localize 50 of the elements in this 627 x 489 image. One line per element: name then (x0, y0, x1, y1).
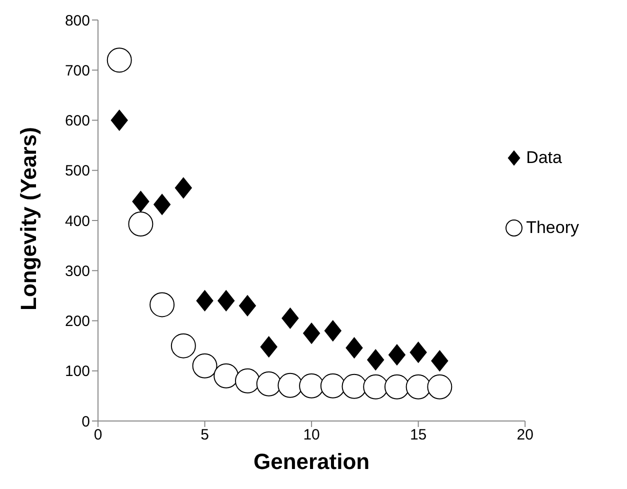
point (154, 194, 171, 215)
point (410, 342, 427, 363)
point (282, 308, 299, 329)
point (346, 337, 363, 358)
point (132, 190, 150, 212)
point (363, 374, 388, 400)
y-tick-label: 400 (64, 212, 90, 230)
y-tick-label: 600 (64, 112, 90, 130)
y-tick-label: 0 (82, 413, 90, 430)
point (342, 374, 367, 399)
x-tick-label: 5 (200, 426, 209, 444)
point (110, 110, 128, 131)
point (406, 374, 431, 400)
point (196, 290, 214, 312)
x-tick-label: 10 (303, 426, 320, 444)
y-tick-label: 500 (64, 162, 90, 180)
point (192, 353, 218, 378)
x-axis-title: Generation (253, 449, 370, 474)
point (384, 374, 410, 400)
y-tick-label: 800 (64, 12, 90, 30)
point (320, 373, 346, 398)
point (150, 292, 175, 318)
point (431, 350, 448, 372)
y-tick-label: 700 (64, 62, 90, 80)
point (427, 374, 452, 400)
y-tick-label: 300 (64, 262, 90, 280)
legend-label: Data (526, 148, 562, 168)
point (170, 333, 196, 358)
y-axis-title: Longevity (Years) (16, 127, 41, 310)
legend-label: Theory (526, 218, 579, 238)
x-tick-label: 15 (410, 426, 427, 444)
point (106, 48, 132, 73)
point (278, 372, 303, 398)
point (128, 212, 154, 237)
point (174, 177, 192, 198)
y-tick-label: 100 (64, 363, 90, 380)
point (388, 344, 406, 366)
point (238, 295, 256, 316)
x-tick-label: 0 (94, 426, 102, 444)
point (324, 320, 342, 342)
y-tick-label: 200 (64, 313, 90, 330)
point (299, 373, 324, 398)
point (234, 368, 260, 394)
point (367, 349, 384, 370)
point (260, 336, 278, 358)
point (214, 363, 239, 388)
x-tick-label: 20 (516, 426, 534, 444)
point (218, 290, 235, 312)
point (303, 322, 320, 344)
point (256, 371, 282, 396)
